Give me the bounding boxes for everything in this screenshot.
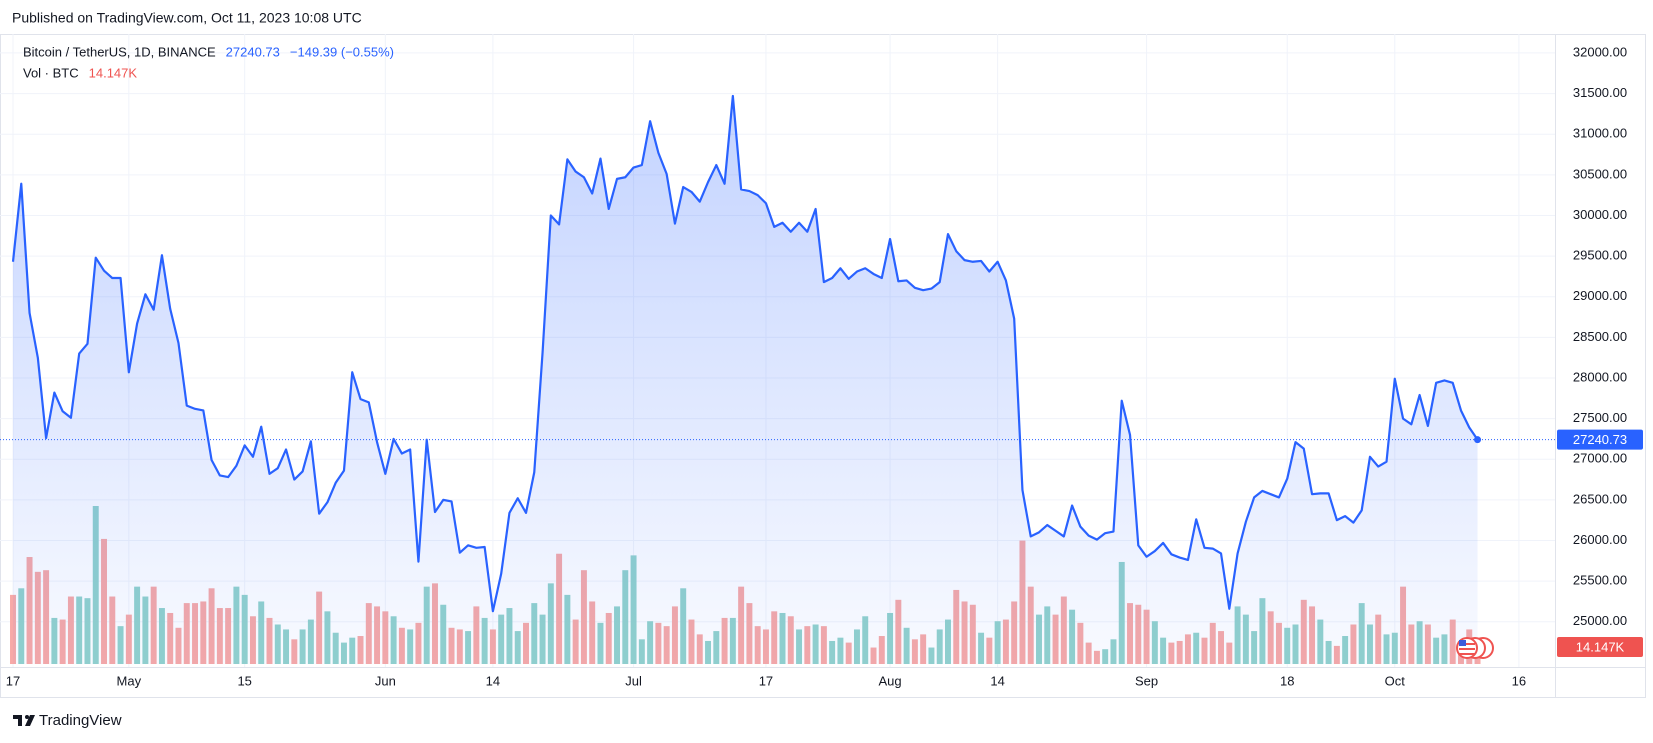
y-tick-label: 30500.00 (1573, 166, 1627, 181)
y-tick-label: 25500.00 (1573, 573, 1627, 588)
x-tick-label: Aug (878, 673, 901, 688)
x-tick-label: 17 (6, 673, 20, 688)
chart-frame (0, 34, 1646, 698)
legend: Bitcoin / TetherUS, 1D, BINANCE 27240.73… (23, 44, 394, 80)
footer-brand: TradingView (39, 712, 122, 729)
x-tick-label: 14 (486, 673, 500, 688)
tradingview-logo: TradingView (13, 712, 122, 729)
y-tick-label: 31500.00 (1573, 85, 1627, 100)
x-tick-label: 14 (990, 673, 1004, 688)
price-line (11, 94, 1479, 613)
x-tick-label: Sep (1135, 673, 1158, 688)
last-price: 27240.73 (226, 44, 280, 59)
y-tick-label: 26500.00 (1573, 491, 1627, 506)
y-tick-label: 28500.00 (1573, 329, 1627, 344)
last-volume: 14.147K (89, 65, 138, 80)
price-area (13, 96, 1478, 664)
price-change: −149.39 (−0.55%) (290, 44, 394, 59)
last-volume-axis-label: 14.147K (1576, 639, 1625, 654)
y-tick-label: 27000.00 (1573, 451, 1627, 466)
volume-label: Vol · BTC (23, 65, 79, 80)
x-tick-label: 18 (1280, 673, 1294, 688)
x-tick-label: Jul (625, 673, 642, 688)
price-pane (0, 94, 1555, 664)
symbol-label: Bitcoin / TetherUS, 1D, BINANCE (23, 44, 216, 59)
y-tick-label: 26000.00 (1573, 532, 1627, 547)
x-tick-label: Jun (375, 673, 396, 688)
last-price-dot (1474, 436, 1482, 444)
x-tick-label: 16 (1512, 673, 1526, 688)
x-tick-label: 17 (759, 673, 773, 688)
y-tick-label: 29000.00 (1573, 288, 1627, 303)
y-tick-label: 32000.00 (1573, 44, 1627, 59)
x-tick-label: 15 (237, 673, 251, 688)
y-tick-label: 30000.00 (1573, 207, 1627, 222)
x-tick-label: May (117, 673, 142, 688)
x-tick-label: Oct (1385, 673, 1406, 688)
y-tick-label: 27500.00 (1573, 410, 1627, 425)
y-tick-label: 28000.00 (1573, 369, 1627, 384)
events-icons (1456, 637, 1494, 659)
y-tick-label: 29500.00 (1573, 248, 1627, 263)
last-price-badge (1557, 429, 1643, 450)
header: Published on TradingView.com, Oct 11, 20… (12, 10, 362, 26)
last-price-axis-label: 27240.73 (1573, 432, 1627, 447)
axes: 25000.00 25500.00 26000.00 26500.00 27000.00… (6, 44, 1643, 688)
y-tick-label: 31000.00 (1573, 126, 1627, 141)
last-volume-badge (1557, 637, 1643, 657)
y-tick-label: 25000.00 (1573, 613, 1627, 628)
